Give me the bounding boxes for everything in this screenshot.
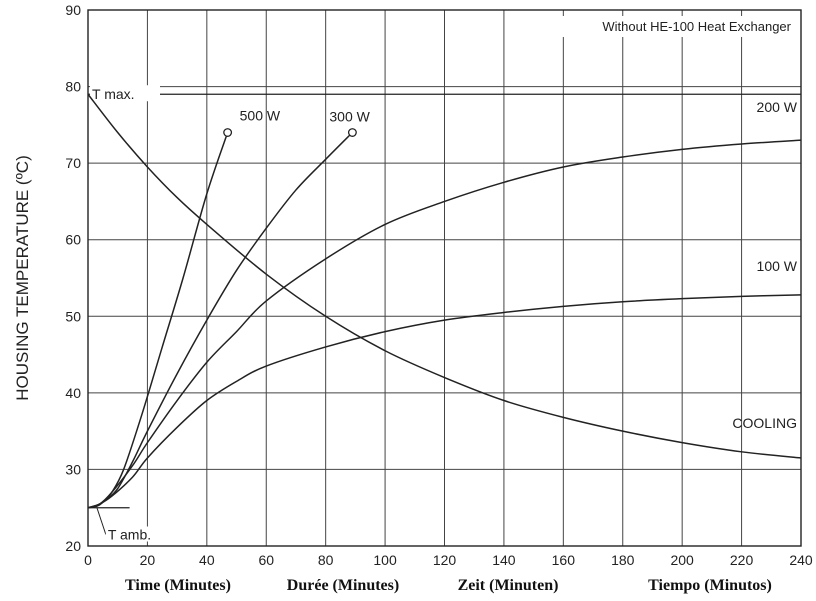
x-tick-label: 220 bbox=[730, 552, 754, 568]
y-tick-label: 40 bbox=[65, 385, 81, 401]
series-end-marker-500-w bbox=[223, 128, 233, 137]
y-tick-label: 90 bbox=[65, 2, 81, 18]
series-line-300-w bbox=[87, 131, 353, 509]
x-tick-label: 0 bbox=[84, 552, 92, 568]
series-line-cooling bbox=[87, 93, 802, 459]
series-label-cooling: COOLING bbox=[732, 415, 797, 431]
x-tick-label: 80 bbox=[318, 552, 334, 568]
tamb-label-bg bbox=[105, 526, 158, 542]
x-tick-label: 240 bbox=[789, 552, 813, 568]
x-axis-labels: Time (Minutes) Durée (Minutes) Zeit (Minut… bbox=[125, 577, 772, 594]
reference-lines: T max. T amb. bbox=[88, 16, 801, 543]
x-tick-label: 200 bbox=[670, 552, 694, 568]
tamb-leader bbox=[96, 507, 107, 535]
chart-annotation: Without HE-100 Heat Exchanger bbox=[602, 19, 791, 34]
series-layer: 500 W 300 W 200 W 100 W COOLING bbox=[87, 93, 802, 509]
x-tick-label: 140 bbox=[492, 552, 516, 568]
tmax-label: T max. bbox=[92, 86, 135, 102]
x-tick-label: 180 bbox=[611, 552, 635, 568]
x-tick-label: 60 bbox=[258, 552, 274, 568]
series-end-marker-300-w bbox=[347, 128, 357, 137]
grid bbox=[87, 9, 802, 547]
y-tick-label: 80 bbox=[65, 79, 81, 95]
series-label-100-w: 100 W bbox=[757, 258, 798, 274]
y-tick-label: 20 bbox=[65, 538, 81, 554]
y-tick-label: 50 bbox=[65, 308, 81, 324]
x-axis-label-0: Time (Minutes) bbox=[125, 577, 231, 594]
x-tick-label: 40 bbox=[199, 552, 215, 568]
plot-frame bbox=[87, 9, 802, 547]
x-axis-label-2: Zeit (Minuten) bbox=[458, 577, 559, 594]
x-axis-label-3: Tiempo (Minutos) bbox=[648, 577, 772, 594]
y-axis-label: HOUSING TEMPERATURE (ºC) bbox=[13, 155, 32, 400]
series-line-200-w bbox=[87, 139, 802, 509]
x-axis-label-1: Durée (Minutes) bbox=[287, 577, 399, 594]
tick-labels: 0 20 40 60 80 100 120 140 160 180 200 220 2402030405… bbox=[65, 2, 812, 568]
annotation-bg bbox=[539, 16, 797, 37]
y-tick-label: 60 bbox=[65, 232, 81, 248]
x-tick-label: 20 bbox=[140, 552, 156, 568]
y-tick-label: 30 bbox=[65, 461, 81, 477]
x-tick-label: 160 bbox=[552, 552, 576, 568]
series-line-100-w bbox=[87, 294, 802, 509]
series-label-300-w: 300 W bbox=[329, 109, 370, 125]
y-tick-label: 70 bbox=[65, 155, 81, 171]
series-label-500-w: 500 W bbox=[240, 108, 281, 124]
tmax-label-bg bbox=[90, 85, 160, 102]
x-tick-label: 100 bbox=[373, 552, 397, 568]
x-tick-label: 120 bbox=[433, 552, 457, 568]
series-label-200-w: 200 W bbox=[757, 99, 798, 115]
tamb-label: T amb. bbox=[108, 527, 151, 543]
